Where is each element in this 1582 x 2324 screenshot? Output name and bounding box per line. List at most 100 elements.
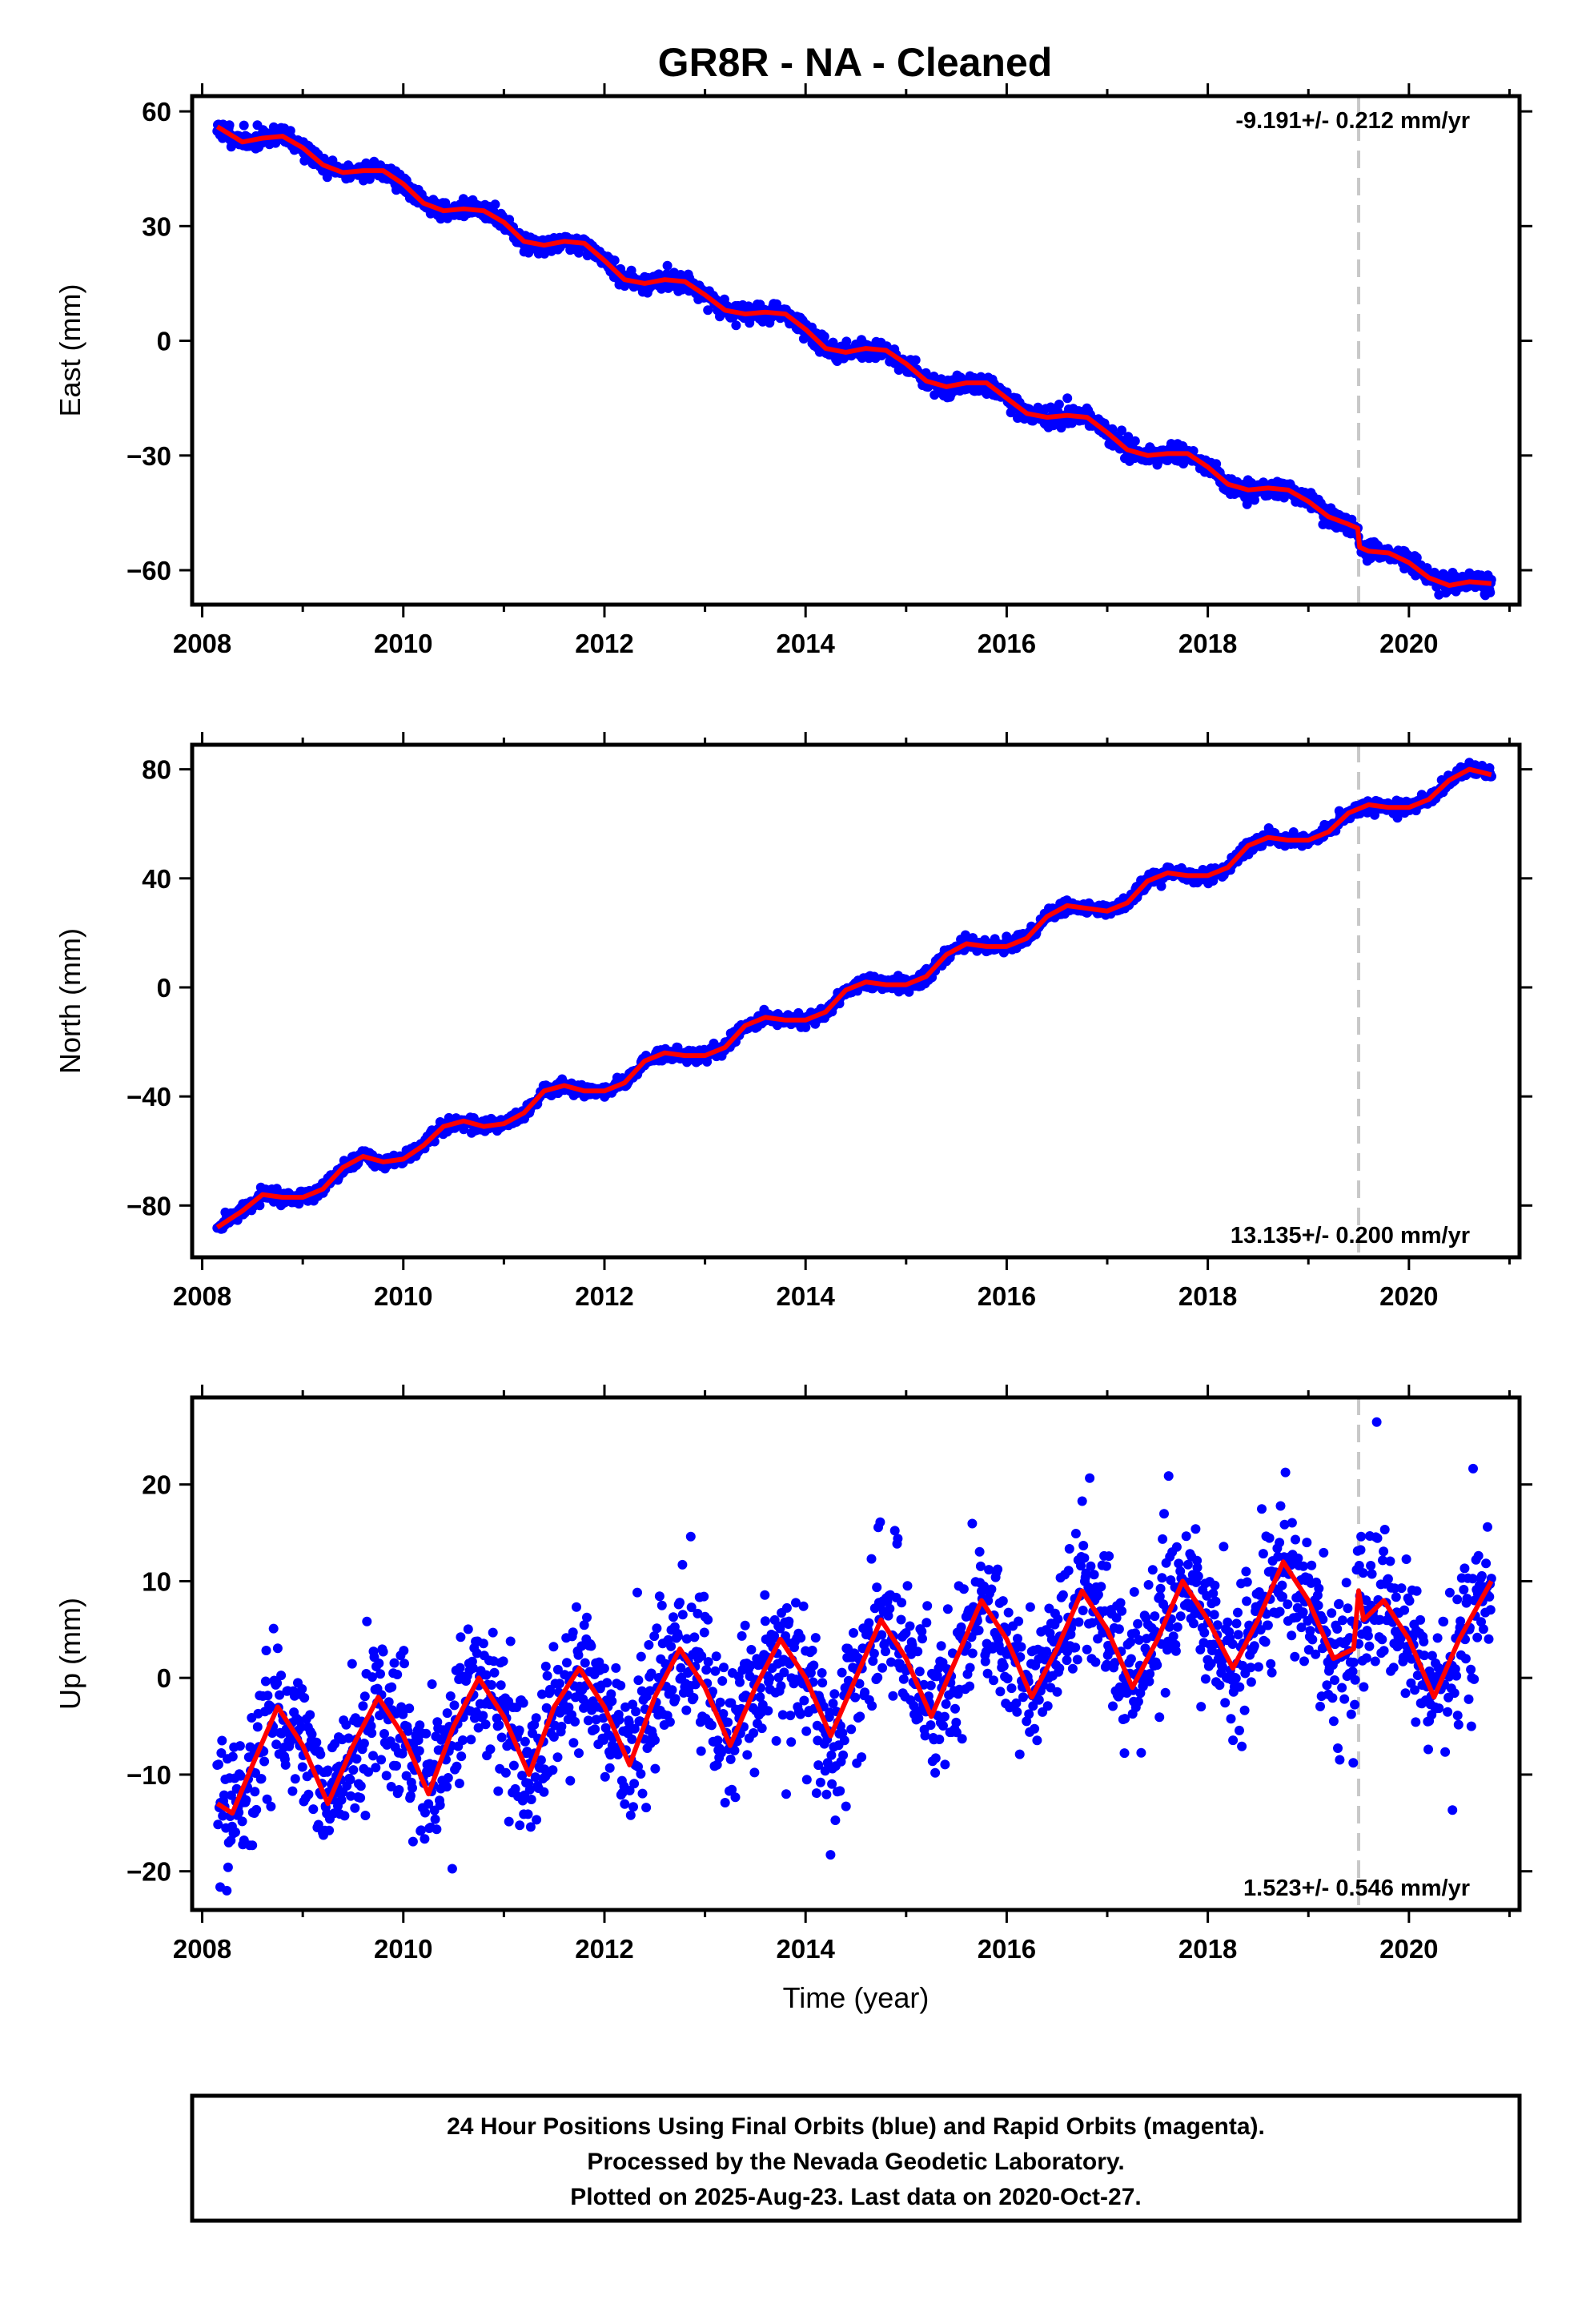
up-point xyxy=(689,1632,700,1642)
up-point xyxy=(447,1864,457,1874)
up-point xyxy=(371,1763,381,1773)
up-point xyxy=(636,1651,646,1662)
up-point xyxy=(548,1731,559,1742)
up-point xyxy=(305,1710,315,1720)
north-x-tick-label: 2014 xyxy=(776,1281,835,1311)
up-point xyxy=(458,1735,468,1745)
east-x-tick-label: 2010 xyxy=(374,629,432,658)
up-point xyxy=(849,1628,858,1638)
up-point xyxy=(838,1750,849,1760)
up-point xyxy=(877,1663,888,1673)
east-point xyxy=(731,320,741,331)
up-point xyxy=(526,1795,536,1804)
up-point xyxy=(676,1663,686,1673)
up-point xyxy=(358,1701,368,1711)
up-point xyxy=(755,1692,765,1703)
up-point xyxy=(514,1725,524,1735)
up-point xyxy=(456,1632,466,1642)
up-point xyxy=(323,1765,333,1775)
up-point xyxy=(523,1809,533,1819)
up-point xyxy=(919,1679,929,1690)
up-point xyxy=(867,1701,877,1711)
up-point xyxy=(625,1810,636,1820)
east-point xyxy=(224,120,235,131)
up-point xyxy=(468,1663,478,1673)
up-point xyxy=(341,1719,351,1730)
up-point xyxy=(442,1708,452,1719)
east-x-tick-label: 2008 xyxy=(173,629,231,658)
east-y-axis-label: East (mm) xyxy=(54,284,86,417)
up-point xyxy=(396,1702,407,1712)
up-point xyxy=(633,1675,644,1686)
up-point xyxy=(234,1807,244,1818)
up-point xyxy=(628,1802,638,1812)
up-point xyxy=(604,1763,615,1773)
up-point xyxy=(727,1784,737,1795)
up-point xyxy=(777,1710,788,1720)
up-point xyxy=(311,1737,322,1747)
up-point xyxy=(729,1745,740,1755)
up-point xyxy=(548,1642,559,1652)
up-point xyxy=(454,1779,464,1788)
up-point xyxy=(539,1787,549,1797)
up-point xyxy=(703,1657,713,1667)
up-point xyxy=(522,1747,532,1757)
up-point xyxy=(345,1775,355,1785)
up-point xyxy=(930,1753,941,1763)
up-point xyxy=(346,1791,356,1801)
up-point xyxy=(820,1766,830,1776)
up-point xyxy=(272,1643,283,1654)
up-point xyxy=(485,1744,496,1755)
up-point xyxy=(392,1670,403,1679)
up-point xyxy=(374,1659,384,1668)
up-point xyxy=(817,1668,827,1678)
east-point xyxy=(819,332,829,342)
up-point xyxy=(854,1679,865,1689)
up-point xyxy=(518,1698,528,1708)
up-point xyxy=(893,1534,903,1544)
up-point xyxy=(496,1732,507,1743)
up-point xyxy=(898,1674,909,1684)
up-point xyxy=(886,1657,896,1667)
up-point xyxy=(646,1668,656,1679)
up-point xyxy=(810,1633,821,1643)
up-point xyxy=(580,1658,590,1668)
up-point xyxy=(397,1748,408,1759)
up-point xyxy=(703,1614,713,1625)
up-point xyxy=(271,1739,282,1750)
up-point xyxy=(443,1773,453,1783)
up-point xyxy=(445,1691,456,1701)
up-point xyxy=(837,1667,847,1678)
up-point xyxy=(489,1667,500,1678)
up-point xyxy=(677,1559,688,1570)
up-point xyxy=(315,1749,326,1759)
up-point xyxy=(877,1630,887,1640)
up-point xyxy=(505,1636,516,1647)
up-point xyxy=(855,1711,865,1722)
up-point xyxy=(420,1834,430,1844)
north-y-axis-label: North (mm) xyxy=(54,928,86,1074)
east-point xyxy=(609,255,620,266)
up-point xyxy=(835,1786,845,1796)
up-point xyxy=(740,1620,750,1630)
up-point xyxy=(881,1647,890,1657)
up-point xyxy=(367,1728,377,1739)
up-point xyxy=(769,1630,780,1641)
up-point xyxy=(359,1691,370,1702)
up-point xyxy=(718,1709,729,1719)
up-point xyxy=(494,1720,504,1731)
up-point xyxy=(510,1783,520,1794)
up-point xyxy=(827,1779,837,1789)
up-point xyxy=(350,1803,360,1813)
up-point xyxy=(763,1706,773,1716)
up-point xyxy=(408,1783,417,1793)
up-point xyxy=(401,1771,412,1781)
up-point xyxy=(872,1582,882,1593)
up-point xyxy=(701,1665,712,1675)
up-point xyxy=(798,1601,809,1611)
up-point xyxy=(493,1786,504,1796)
up-point xyxy=(717,1676,728,1686)
up-point xyxy=(776,1681,786,1691)
up-point xyxy=(360,1811,371,1820)
